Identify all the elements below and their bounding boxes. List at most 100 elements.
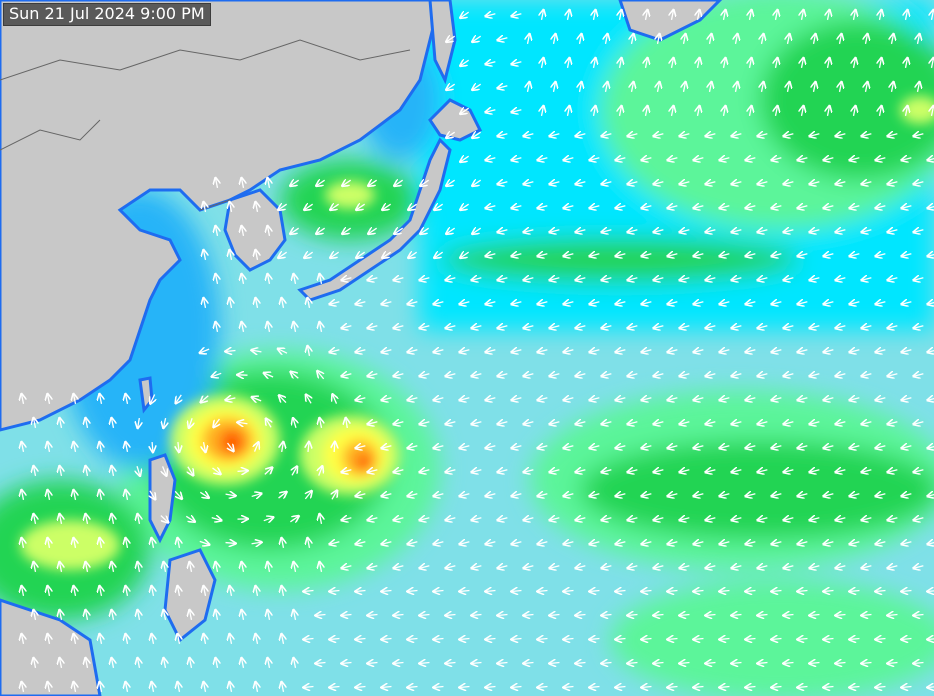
wave-direction-arrow-icon [668,158,678,160]
wave-direction-arrow-icon [212,468,221,474]
wave-direction-arrow-icon [308,346,310,357]
wave-direction-arrow-icon [550,182,560,184]
wave-direction-arrow-icon [356,204,366,210]
wave-direction-arrow-icon [862,422,872,424]
wave-direction-arrow-icon [230,682,232,693]
wave-direction-arrow-icon [746,158,756,160]
wave-direction-arrow-icon [784,374,794,376]
wave-direction-arrow-icon [100,538,102,549]
wave-direction-arrow-icon [620,58,622,69]
wave-direction-arrow-icon [60,562,62,573]
wave-direction-arrow-icon [86,514,88,525]
wave-direction-arrow-icon [74,394,76,405]
wave-direction-arrow-icon [486,302,496,304]
wave-direction-arrow-icon [576,278,586,280]
wave-direction-arrow-icon [294,274,296,285]
wave-direction-arrow-icon [668,639,678,640]
wave-direction-arrow-icon [242,322,244,333]
wave-direction-arrow-icon [486,206,496,208]
wave-direction-arrow-icon [694,687,704,688]
wave-direction-arrow-icon [918,82,920,93]
wave-direction-arrow-icon [550,374,560,376]
wave-direction-arrow-icon [914,470,924,472]
wave-direction-arrow-icon [34,514,36,525]
wave-direction-arrow-icon [486,14,496,16]
wave-direction-arrow-icon [836,326,846,328]
wave-direction-arrow-icon [616,542,626,544]
wave-direction-arrow-icon [680,374,690,376]
wave-direction-arrow-icon [175,490,182,498]
wave-direction-arrow-icon [86,610,88,621]
wave-direction-arrow-icon [524,230,534,232]
wave-direction-arrow-icon [512,350,522,352]
wave-direction-arrow-icon [672,106,674,117]
wave-direction-arrow-icon [512,687,522,688]
wave-direction-arrow-icon [628,566,638,568]
wave-direction-arrow-icon [888,518,898,520]
wave-direction-arrow-icon [486,350,496,352]
wave-direction-arrow-icon [762,34,764,45]
wave-direction-arrow-icon [654,278,664,280]
wave-direction-arrow-icon [190,610,192,621]
wave-direction-arrow-icon [460,398,470,400]
wave-direction-arrow-icon [178,634,180,645]
wave-direction-arrow-icon [720,398,730,400]
wave-direction-arrow-icon [576,230,586,232]
wave-direction-arrow-icon [850,206,860,208]
wave-direction-arrow-icon [334,442,335,453]
wave-direction-arrow-icon [906,10,908,21]
wave-direction-arrow-icon [590,254,600,256]
wave-direction-arrow-icon [472,36,482,42]
wave-direction-arrow-icon [486,494,496,496]
wave-direction-arrow-icon [126,394,128,405]
wave-direction-arrow-icon [758,615,768,616]
wave-direction-arrow-icon [486,62,496,64]
wave-direction-arrow-icon [654,518,664,520]
wave-direction-arrow-icon [876,302,886,304]
wave-direction-arrow-icon [810,134,820,136]
wave-direction-arrow-icon [758,134,768,136]
wave-direction-arrow-icon [226,350,236,351]
wave-direction-arrow-icon [382,494,392,496]
wave-direction-arrow-icon [564,350,574,352]
wave-direction-arrow-icon [836,374,846,376]
wave-direction-arrow-icon [736,34,738,45]
wave-direction-arrow-icon [201,396,209,403]
wave-direction-arrow-icon [382,591,392,592]
wave-direction-arrow-icon [824,254,834,256]
wave-direction-arrow-icon [724,106,726,117]
wave-direction-arrow-icon [330,639,340,640]
wave-direction-arrow-icon [242,658,244,669]
wave-direction-arrow-icon [278,252,288,258]
wave-direction-arrow-icon [850,494,860,496]
wave-direction-arrow-icon [836,182,846,184]
wave-direction-arrow-icon [732,566,742,568]
wave-direction-arrow-icon [642,687,652,688]
wave-direction-arrow-icon [720,302,730,304]
wave-direction-arrow-icon [382,639,392,640]
wave-direction-arrow-icon [646,106,648,117]
wave-direction-arrow-icon [356,302,366,304]
wave-direction-arrow-icon [602,470,612,472]
wave-direction-arrow-icon [126,682,128,693]
wave-direction-arrow-icon [646,58,648,69]
wave-direction-arrow-icon [758,422,768,424]
wave-direction-arrow-icon [758,182,768,184]
wave-direction-arrow-icon [190,562,192,573]
wave-direction-arrow-icon [48,682,50,693]
wave-direction-arrow-icon [810,470,820,472]
wave-direction-arrow-icon [319,466,323,476]
wave-direction-arrow-icon [460,350,470,352]
wave-direction-arrow-icon [564,446,574,448]
wave-direction-arrow-icon [342,470,352,472]
wave-direction-arrow-icon [668,591,678,592]
wave-direction-arrow-icon [628,422,638,424]
wave-direction-arrow-icon [706,470,716,472]
wave-direction-arrow-icon [758,470,768,472]
wave-direction-arrow-icon [862,326,872,328]
wave-direction-arrow-icon [342,326,352,328]
wave-direction-arrow-icon [862,374,872,376]
wave-direction-arrow-icon [420,180,430,186]
wave-direction-arrow-icon [564,494,574,496]
wave-direction-arrow-icon [564,542,574,544]
